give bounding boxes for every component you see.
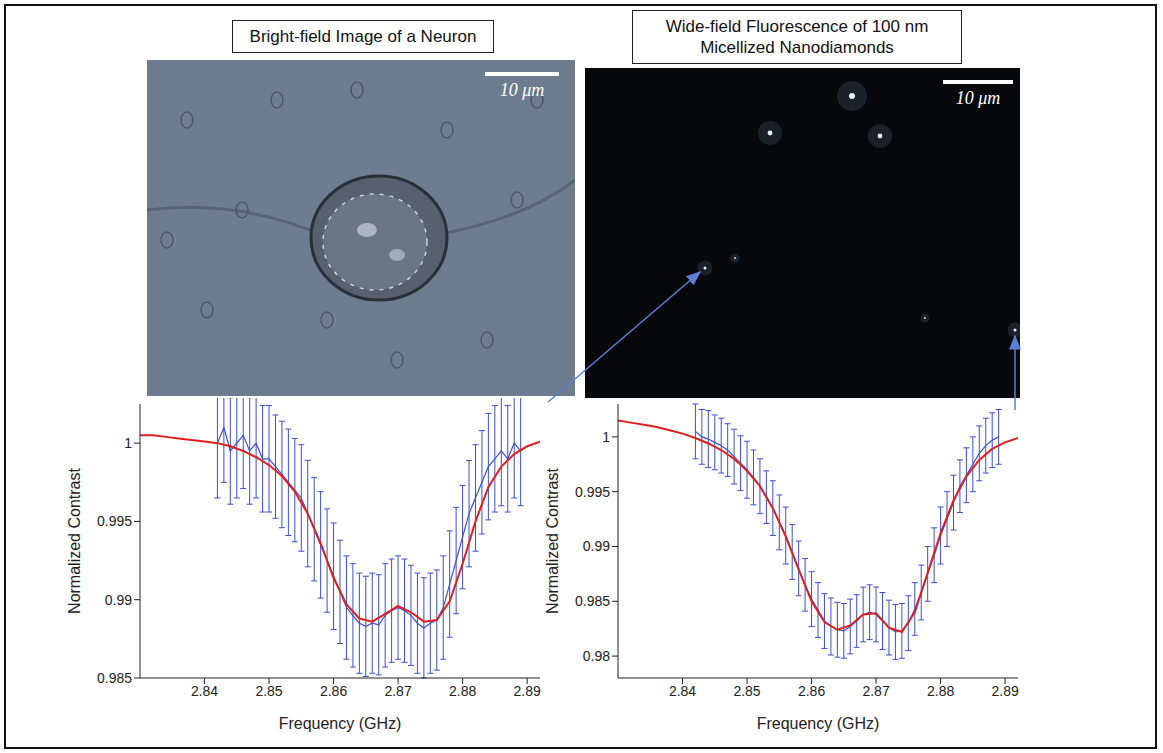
svg-text:1: 1 (124, 435, 132, 451)
svg-text:2.84: 2.84 (191, 683, 218, 699)
svg-text:Frequency (GHz): Frequency (GHz) (757, 715, 880, 732)
svg-text:0.995: 0.995 (97, 513, 132, 529)
svg-text:1: 1 (602, 429, 610, 445)
svg-text:0.995: 0.995 (575, 484, 610, 500)
svg-text:0.99: 0.99 (583, 538, 610, 554)
svg-text:2.85: 2.85 (255, 683, 282, 699)
html-text:10 μm: 10 μm (955, 88, 1001, 108)
html-text:10 μm: 10 μm (499, 80, 545, 100)
svg-text:2.85: 2.85 (733, 683, 760, 699)
svg-text:0.99: 0.99 (105, 592, 132, 608)
html-text:Bright-field Image of a Neuron: Bright-field Image of a Neuron (249, 27, 477, 46)
svg-text:2.86: 2.86 (320, 683, 347, 699)
svg-text:Normalized Contrast: Normalized Contrast (66, 468, 83, 614)
svg-text:2.88: 2.88 (449, 683, 476, 699)
svg-text:0.985: 0.985 (97, 670, 132, 686)
svg-text:2.87: 2.87 (384, 683, 411, 699)
svg-text:Normalized Contrast: Normalized Contrast (544, 468, 561, 614)
svg-text:2.84: 2.84 (669, 683, 696, 699)
svg-text:2.87: 2.87 (862, 683, 889, 699)
svg-text:0.98: 0.98 (583, 648, 610, 664)
svg-text:0.985: 0.985 (575, 593, 610, 609)
svg-text:Frequency (GHz): Frequency (GHz) (279, 715, 402, 732)
html-text:Wide-field Fluorescence of 100: Wide-field Fluorescence of 100 nm Micell… (665, 17, 929, 57)
svg-text:2.89: 2.89 (513, 683, 540, 699)
svg-text:2.88: 2.88 (927, 683, 954, 699)
svg-text:2.86: 2.86 (798, 683, 825, 699)
svg-text:2.89: 2.89 (991, 683, 1018, 699)
